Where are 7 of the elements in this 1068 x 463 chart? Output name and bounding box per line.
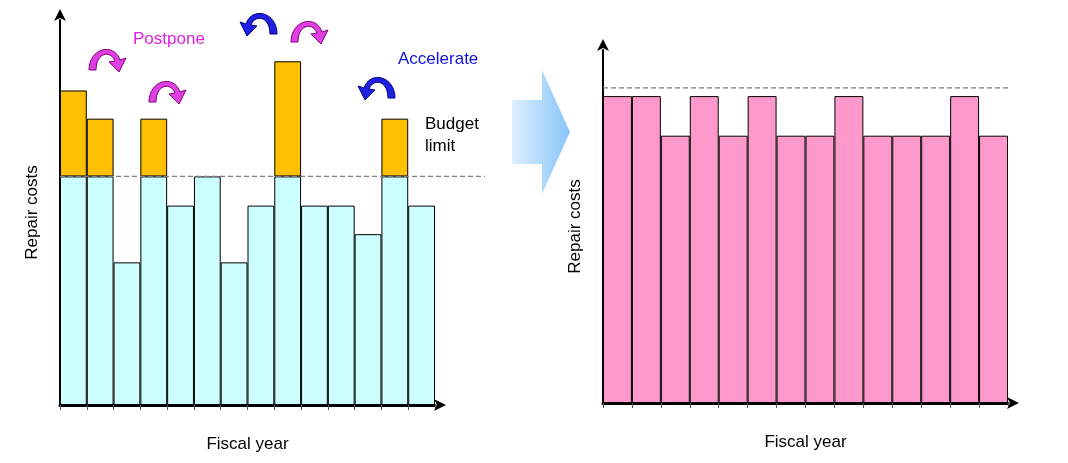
annotation: Accelerate — [398, 49, 479, 68]
y-axis-title: Repair costs — [22, 165, 41, 260]
x-axis-title: Fiscal year — [206, 434, 289, 453]
x-axis-title: Fiscal year — [764, 432, 847, 451]
y-axis-title: Repair costs — [565, 179, 584, 274]
ref-line-label: Budget limit — [425, 113, 484, 155]
text: Postpone — [133, 29, 205, 48]
